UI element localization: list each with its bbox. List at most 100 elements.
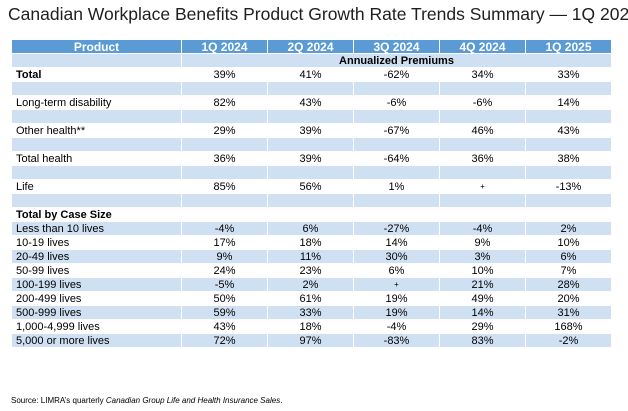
row-label: 5,000 or more lives: [11, 333, 182, 348]
cell: 18%: [267, 235, 354, 250]
cell: 36%: [439, 151, 526, 166]
column-header-4q2024: 4Q 2024: [439, 39, 526, 54]
cell: 31%: [525, 305, 612, 320]
cell: 41%: [267, 67, 354, 82]
spacer-row: [11, 81, 612, 96]
cell: 28%: [525, 277, 612, 292]
row-label: 500-999 lives: [11, 305, 182, 320]
cell: -2%: [525, 333, 612, 348]
spacer-row: [11, 165, 612, 180]
cell: 6%: [353, 263, 440, 278]
cell: 6%: [267, 221, 354, 236]
cell: -27%: [353, 221, 440, 236]
cell: 43%: [525, 123, 612, 138]
cell: 21%: [439, 277, 526, 292]
cell: -4%: [439, 221, 526, 236]
spacer-row: [11, 137, 612, 152]
cell: 2%: [525, 221, 612, 236]
row-label: Long-term disability: [11, 95, 182, 110]
cell: 46%: [439, 123, 526, 138]
cell: -13%: [525, 179, 612, 194]
subheader-row: Annualized Premiums: [11, 53, 612, 68]
cell: 168%: [525, 319, 612, 334]
cell: -4%: [353, 319, 440, 334]
cell: 33%: [267, 305, 354, 320]
row-label: 10-19 lives: [11, 235, 182, 250]
table-row: 500-999 lives 59% 33% 19% 14% 31%: [11, 305, 612, 320]
cell: -6%: [353, 95, 440, 110]
table-row: 20-49 lives 9% 11% 30% 3% 6%: [11, 249, 612, 264]
table-row: Total health 36% 39% -64% 36% 38%: [11, 151, 612, 166]
cell: 50%: [181, 291, 268, 306]
cell: 59%: [181, 305, 268, 320]
table-row: Long-term disability 82% 43% -6% -6% 14%: [11, 95, 612, 110]
cell: 49%: [439, 291, 526, 306]
cell: -5%: [181, 277, 268, 292]
cell: 9%: [181, 249, 268, 264]
cell: 56%: [267, 179, 354, 194]
cell: 10%: [439, 263, 526, 278]
cell: 39%: [181, 67, 268, 82]
cell: 38%: [525, 151, 612, 166]
row-label: Total health: [11, 151, 182, 166]
cell: 23%: [267, 263, 354, 278]
source-suffix: .: [280, 396, 283, 405]
page-title: Canadian Workplace Benefits Product Grow…: [8, 4, 628, 24]
cell: 19%: [353, 305, 440, 320]
cell: 82%: [181, 95, 268, 110]
cell: 14%: [439, 305, 526, 320]
table-row: 50-99 lives 24% 23% 6% 10% 7%: [11, 263, 612, 278]
source-note: Source: LIMRA’s quarterly Canadian Group…: [11, 396, 282, 405]
cell: 2%: [267, 277, 354, 292]
cell: 24%: [181, 263, 268, 278]
cell: 97%: [267, 333, 354, 348]
row-label: 100-199 lives: [11, 277, 182, 292]
cell: -67%: [353, 123, 440, 138]
column-header-1q2024: 1Q 2024: [181, 39, 268, 54]
cell: 61%: [267, 291, 354, 306]
table-row: 200-499 lives 50% 61% 19% 49% 20%: [11, 291, 612, 306]
cell: 3%: [439, 249, 526, 264]
cell: 7%: [525, 263, 612, 278]
cell: 85%: [181, 179, 268, 194]
cell: +: [439, 179, 526, 194]
cell: 83%: [439, 333, 526, 348]
cell: 29%: [181, 123, 268, 138]
table-row: 1,000-4,999 lives 43% 18% -4% 29% 168%: [11, 319, 612, 334]
cell: 34%: [439, 67, 526, 82]
table-row: Total 39% 41% -62% 34% 33%: [11, 67, 612, 82]
cell: 11%: [267, 249, 354, 264]
cell: 72%: [181, 333, 268, 348]
section-heading-row: Total by Case Size: [11, 207, 612, 222]
cell: -64%: [353, 151, 440, 166]
row-label: 1,000-4,999 lives: [11, 319, 182, 334]
table-row: Less than 10 lives -4% 6% -27% -4% 2%: [11, 221, 612, 236]
cell: 20%: [525, 291, 612, 306]
table-row: 10-19 lives 17% 18% 14% 9% 10%: [11, 235, 612, 250]
row-label: Less than 10 lives: [11, 221, 182, 236]
cell: 30%: [353, 249, 440, 264]
spacer-row: [11, 193, 612, 208]
row-label: Other health**: [11, 123, 182, 138]
cell: -83%: [353, 333, 440, 348]
cell: 39%: [267, 151, 354, 166]
column-header-product: Product: [11, 39, 182, 54]
cell: 9%: [439, 235, 526, 250]
annualized-premiums-label: Annualized Premiums: [181, 53, 612, 68]
cell: +: [353, 277, 440, 292]
table-row: 5,000 or more lives 72% 97% -83% 83% -2%: [11, 333, 612, 348]
column-header-2q2024: 2Q 2024: [267, 39, 354, 54]
cell: 36%: [181, 151, 268, 166]
column-header-1q2025: 1Q 2025: [525, 39, 612, 54]
row-label: 50-99 lives: [11, 263, 182, 278]
cell: 43%: [181, 319, 268, 334]
cell: 6%: [525, 249, 612, 264]
cell: 1%: [353, 179, 440, 194]
cell: 18%: [267, 319, 354, 334]
cell: 14%: [353, 235, 440, 250]
case-size-heading: Total by Case Size: [11, 207, 182, 222]
cell: 19%: [353, 291, 440, 306]
table-row: 100-199 lives -5% 2% +21% 28%: [11, 277, 612, 292]
spacer-row: [11, 109, 612, 124]
